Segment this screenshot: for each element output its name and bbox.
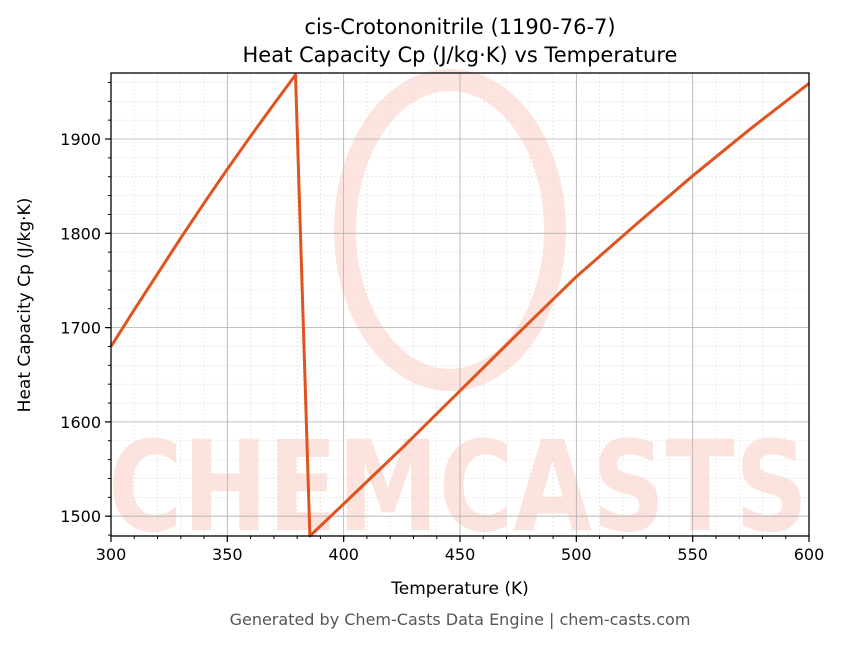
- watermark: CHEMCASTS: [108, 69, 808, 560]
- y-axis: 1500 1600 1700 1800 1900: [60, 81, 111, 536]
- x-tick-label: 450: [445, 545, 476, 564]
- y-tick-label: 1600: [60, 413, 101, 432]
- x-axis: 300 350 400 450 500 550 600: [96, 536, 825, 564]
- chart-subtitle: Heat Capacity Cp (J/kg·K) vs Temperature: [243, 43, 678, 67]
- x-tick-label: 300: [96, 545, 127, 564]
- x-tick-label: 600: [794, 545, 825, 564]
- y-tick-label: 1500: [60, 507, 101, 526]
- x-tick-label: 400: [328, 545, 359, 564]
- y-axis-label: Heat Capacity Cp (J/kg·K): [15, 198, 35, 413]
- x-tick-label: 500: [561, 545, 592, 564]
- x-tick-label: 550: [677, 545, 708, 564]
- x-axis-label: Temperature (K): [390, 579, 529, 599]
- footer-credit: Generated by Chem-Casts Data Engine | ch…: [230, 610, 691, 629]
- y-tick-label: 1800: [60, 224, 101, 243]
- chart-title: cis-Crotononitrile (1190-76-7): [304, 15, 615, 39]
- y-tick-label: 1900: [60, 130, 101, 149]
- x-tick-label: 350: [212, 545, 243, 564]
- y-tick-label: 1700: [60, 319, 101, 338]
- svg-text:CHEMCASTS: CHEMCASTS: [108, 415, 808, 560]
